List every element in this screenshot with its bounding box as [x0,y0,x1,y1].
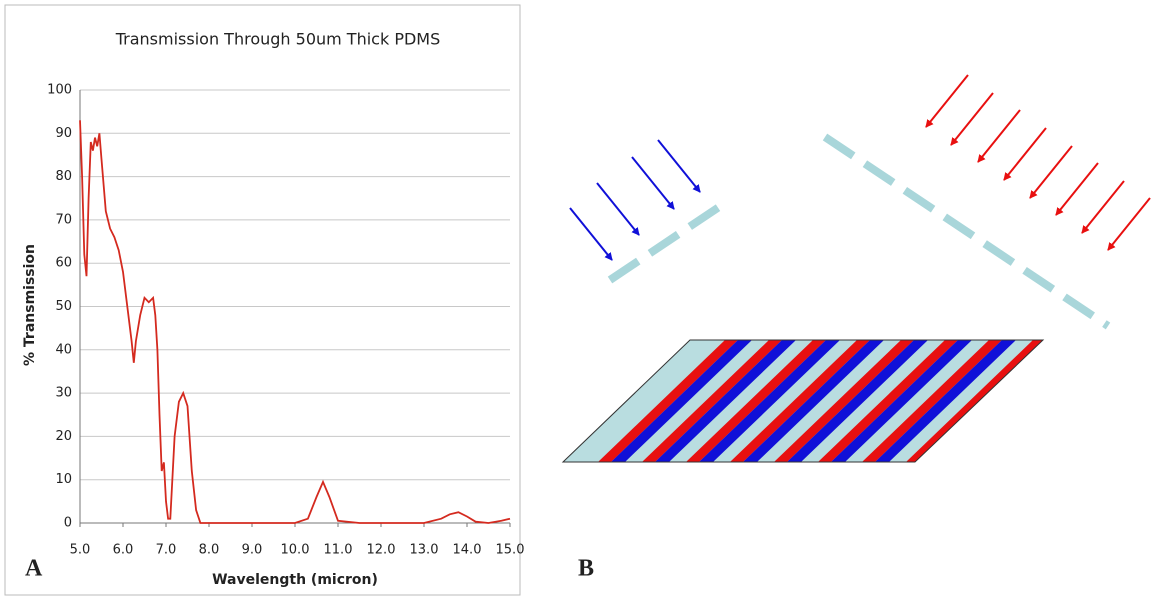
grating-stripe [774,340,914,462]
x-tick-label: 10.0 [281,543,310,558]
red-arrow [925,74,969,128]
x-tick-label: 5.0 [70,543,91,558]
panel-label: B [578,556,594,582]
grating-stripe [686,340,826,462]
grating-stripe [862,340,1002,462]
x-tick-label: 6.0 [113,543,134,558]
x-tick-label: 8.0 [199,543,220,558]
y-tick-label: 70 [55,212,72,227]
x-tick-label: 11.0 [324,543,353,558]
x-tick-label: 9.0 [242,543,263,558]
grating-stripe [743,340,884,462]
x-tick-label: 15.0 [496,543,525,558]
red-arrow [1107,197,1151,251]
red-arrow [950,92,994,146]
y-tick-label: 90 [55,126,72,141]
grating-stripe [611,340,752,462]
blue-arrow [657,139,701,193]
y-axis-title: % Transmission [22,244,38,366]
y-tick-label: 30 [55,386,72,401]
x-tick-label: 13.0 [410,543,439,558]
grating-stripe [699,340,840,462]
dashed-surface [822,133,1111,330]
y-tick-label: 0 [64,516,72,531]
y-tick-label: 50 [55,299,72,314]
chart-frame [4,4,521,596]
red-arrow [1003,127,1047,181]
panel-label: A [25,556,43,582]
grating-stripe [818,340,958,462]
blue-arrow [631,156,675,210]
data-line [79,120,511,524]
x-tick-label: 14.0 [453,543,482,558]
blue-arrow [596,182,640,236]
y-tick-label: 10 [55,472,72,487]
red-arrow [1055,162,1099,216]
grating-stripe [655,340,796,462]
diagram [561,74,1151,463]
grating-stripe [831,340,972,462]
grating-stripe [642,340,782,462]
grating-stripe [730,340,870,462]
y-tick-label: 80 [55,169,72,184]
y-tick-label: 20 [55,429,72,444]
dashed-surface [607,199,728,284]
grating-stripe [875,340,1016,462]
x-tick-label: 12.0 [367,543,396,558]
x-tick-label: 7.0 [156,543,177,558]
grating-stripe [787,340,928,462]
grating-outline [561,339,1045,463]
red-arrow [977,109,1021,163]
red-arrow [1081,180,1125,234]
x-axis-title: Wavelength (micron) [212,572,378,588]
y-tick-label: 40 [55,342,72,357]
blue-arrow [569,207,613,261]
grating-stripe [598,340,738,462]
chart-title: Transmission Through 50um Thick PDMS [115,30,441,49]
y-tick-label: 100 [47,83,72,98]
y-tick-label: 60 [55,256,72,271]
red-arrow [1029,145,1073,199]
